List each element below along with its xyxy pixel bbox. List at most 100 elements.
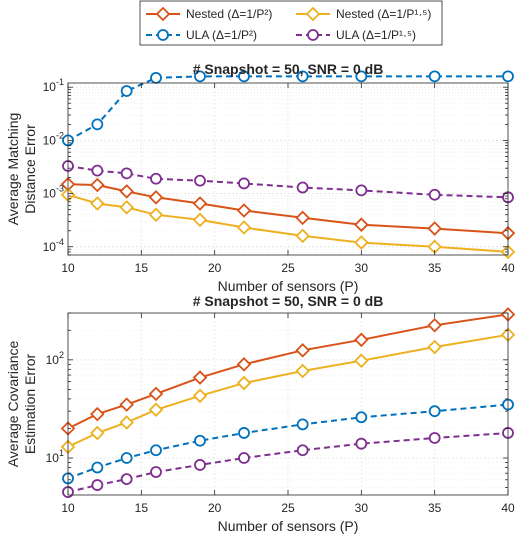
legend-label-nested15: Nested (Δ=1/P¹·⁵) (336, 7, 431, 21)
data-point-nested2 (295, 343, 310, 358)
data-point-ula2 (355, 70, 368, 83)
y-tick-exponent: -1 (56, 77, 64, 87)
y-tick-base: 10 (43, 133, 57, 147)
series-ula2 (62, 398, 514, 485)
data-point-ula15 (428, 432, 441, 444)
legend-label-ula2: ULA (Δ=1/P²) (186, 28, 257, 42)
data-point-nested15 (295, 363, 310, 379)
data-point-ula15 (194, 174, 206, 187)
x-tick-label: 40 (501, 501, 515, 515)
y-tick-exponent: -4 (56, 237, 64, 247)
data-point-nested2 (236, 357, 252, 372)
legend-marker-ula2 (157, 29, 169, 41)
x-tick-label: 20 (208, 501, 222, 515)
x-tick-label: 25 (281, 261, 295, 275)
data-point-nested15 (192, 212, 208, 228)
data-point-ula15 (150, 466, 162, 478)
y-tick-exponent: 2 (59, 350, 64, 360)
data-point-nested15 (236, 375, 252, 391)
data-point-nested15 (354, 353, 369, 368)
data-point-ula2 (238, 427, 250, 439)
legend: Nested (Δ=1/P²) Nested (Δ=1/P¹·⁵) ULA (Δ=1… (139, 0, 443, 46)
data-point-nested2 (427, 317, 442, 333)
legend-marker-ula15 (307, 29, 319, 41)
y-tick-exponent: -3 (56, 184, 64, 194)
x-tick-label: 35 (428, 501, 442, 515)
series-line-ula2 (67, 75, 508, 142)
y-tick-base: 10 (43, 240, 57, 254)
data-point-nested2 (90, 406, 105, 422)
series-nested15 (60, 327, 516, 455)
series-line-nested15 (67, 193, 509, 253)
x-tick-label: 25 (281, 501, 295, 515)
data-point-ula2 (120, 452, 133, 464)
data-point-nested15 (119, 200, 134, 215)
data-point-nested2 (295, 210, 310, 226)
series-nested2 (60, 176, 516, 241)
data-point-nested15 (236, 220, 252, 235)
data-point-ula15 (428, 188, 441, 201)
y-tick-label: 101 (46, 448, 64, 465)
data-point-ula2 (120, 85, 133, 97)
data-point-ula2 (91, 118, 104, 131)
data-point-ula15 (355, 184, 368, 197)
x-tick-label: 40 (501, 261, 515, 275)
data-point-ula2 (296, 70, 309, 83)
data-point-nested15 (192, 388, 208, 404)
data-point-nested2 (119, 397, 134, 412)
y-axis-label-line2: Distance Error (22, 124, 38, 214)
data-point-ula2 (428, 405, 441, 418)
y-tick-label: 102 (46, 350, 64, 367)
x-tick-label: 30 (355, 501, 369, 515)
data-point-ula15 (120, 167, 133, 180)
y-tick-base: 10 (43, 187, 57, 201)
y-tick-base: 10 (46, 451, 60, 465)
y-axis-label-line2: Estimation Error (22, 353, 38, 454)
data-point-ula2 (502, 70, 514, 83)
data-point-ula15 (91, 164, 104, 177)
chart-title: # Snapshot = 50, SNR = 0 dB (193, 293, 384, 309)
data-point-nested2 (148, 190, 164, 205)
data-point-nested15 (295, 228, 310, 244)
data-point-nested15 (148, 402, 164, 418)
data-point-ula2 (194, 70, 206, 83)
legend-label-ula15: ULA (Δ=1/P¹·⁵) (336, 28, 416, 42)
x-tick-label: 35 (428, 261, 442, 275)
series-line-nested2 (67, 313, 509, 430)
data-point-nested15 (354, 235, 369, 250)
legend-marker-nested2 (155, 6, 171, 22)
data-point-ula2 (194, 434, 206, 447)
y-tick-exponent: -2 (56, 130, 64, 140)
x-tick-label: 10 (61, 501, 75, 515)
x-axis-label: Number of sensors (P) (218, 518, 359, 534)
series-line-ula15 (67, 165, 509, 199)
data-point-ula2 (91, 461, 104, 474)
chart-title: # Snapshot = 50, SNR = 0 dB (193, 61, 384, 77)
x-tick-label: 15 (135, 501, 149, 515)
series-nested2 (60, 307, 516, 436)
y-tick-base: 10 (46, 353, 60, 367)
data-point-nested15 (90, 196, 105, 211)
data-point-ula15 (355, 437, 368, 450)
series-ula2 (62, 70, 514, 147)
y-tick-label: 10-3 (43, 184, 64, 201)
data-point-nested2 (148, 386, 164, 402)
x-axis-label: Number of sensors (P) (218, 278, 359, 294)
data-point-ula15 (238, 452, 250, 464)
data-point-ula2 (428, 70, 441, 83)
y-tick-exponent: 1 (59, 448, 64, 458)
data-point-nested2 (427, 221, 442, 236)
data-point-ula15 (296, 444, 309, 457)
x-tick-label: 10 (61, 261, 75, 275)
y-axis-label-line1: Average Matching (5, 113, 21, 226)
data-point-ula2 (238, 70, 250, 83)
y-tick-label: 10-4 (43, 237, 64, 254)
data-point-nested2 (192, 196, 208, 211)
series-ula15 (62, 160, 514, 204)
y-axis-label-line1: Average Covariance (5, 340, 21, 467)
y-tick-base: 10 (43, 80, 57, 94)
data-point-ula15 (150, 172, 162, 185)
series-line-nested2 (67, 183, 509, 235)
